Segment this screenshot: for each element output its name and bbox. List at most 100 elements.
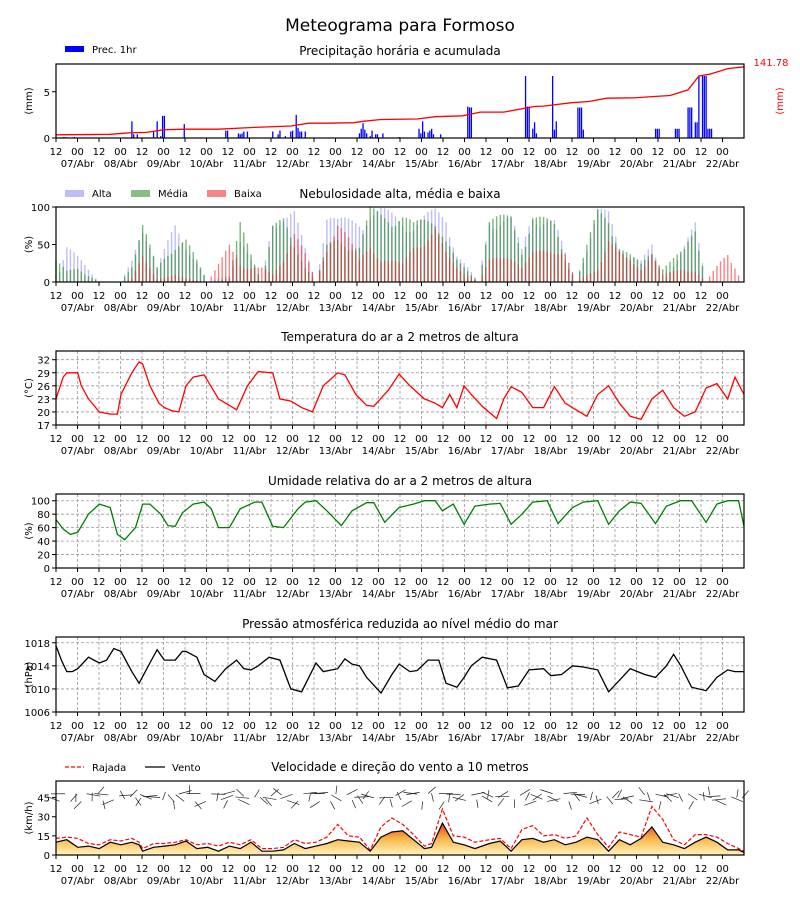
x-tick-label-date: 13/Abr (319, 733, 353, 744)
wind-direction-arrow (663, 793, 678, 796)
wind-direction-arrow (346, 789, 358, 796)
wind-direction-arrow (606, 796, 614, 805)
x-tick-label-hour: 00 (716, 864, 729, 875)
chart-title: Precipitação horária e acumulada (299, 44, 501, 58)
x-tick-label-hour: 00 (716, 721, 729, 732)
precip-bar (709, 128, 711, 138)
wind-direction-arrow (173, 800, 176, 810)
precip-bar (468, 107, 471, 138)
x-tick-label-hour: 00 (114, 434, 127, 445)
cloud-bar-baixa (636, 267, 639, 282)
cloud-bar-baixa (365, 251, 368, 282)
cloud-bar-baixa (571, 272, 574, 282)
wind-direction-arrow (303, 791, 318, 795)
cloud-bar-baixa (232, 251, 234, 282)
cloud-bar-média (76, 268, 79, 282)
cloud-bar-baixa (340, 228, 343, 282)
cloud-bar-média (163, 258, 166, 282)
x-tick-label-hour: 12 (394, 291, 407, 302)
cloud-bar-média (250, 254, 252, 282)
x-tick-label-date: 19/Abr (577, 159, 611, 170)
x-tick-label-hour: 00 (630, 147, 643, 158)
precip-bar (431, 128, 433, 138)
precip-bar (656, 128, 659, 138)
x-tick-label-date: 12/Abr (276, 589, 310, 600)
precip-bar (297, 127, 299, 138)
cloud-bar-baixa (495, 257, 498, 282)
x-tick-label-date: 14/Abr (362, 159, 396, 170)
accum-precip-line (55, 66, 745, 136)
x-tick-label-date: 17/Abr (491, 589, 525, 600)
cloud-bar-média (676, 254, 678, 282)
cloud-bar-baixa (127, 279, 129, 282)
cloud-bar-média (196, 259, 198, 282)
cloud-bar-média (170, 253, 173, 282)
precip-bar (239, 134, 241, 138)
x-tick-label-hour: 00 (458, 577, 471, 588)
precip-bar (658, 128, 660, 138)
cloud-bar-baixa (347, 237, 350, 282)
wind-direction-arrow (589, 798, 602, 804)
wind-direction-arrow (595, 795, 599, 804)
wind-direction-arrow (395, 789, 406, 796)
cloud-bar-baixa (268, 272, 270, 282)
cloud-bar-baixa (589, 273, 592, 282)
x-tick-label-date: 16/Abr (448, 876, 482, 887)
precip-bar (364, 129, 366, 138)
x-tick-label-hour: 00 (501, 147, 514, 158)
cloud-bar-média (152, 255, 155, 282)
x-tick-label-hour: 00 (587, 721, 600, 732)
x-tick-label-hour: 00 (673, 864, 686, 875)
cloud-bar-baixa (647, 260, 649, 282)
cloud-bar-baixa (582, 277, 584, 282)
x-tick-label-hour: 12 (50, 291, 63, 302)
wind-direction-arrow (638, 787, 645, 796)
wind-direction-arrow (481, 795, 493, 803)
x-tick-label-hour: 00 (329, 147, 342, 158)
x-tick-label-hour: 12 (566, 147, 579, 158)
meteogram-title: Meteograma para Formoso (285, 16, 515, 36)
wind-direction-arrow (259, 796, 268, 805)
cloud-bar-baixa (510, 259, 512, 282)
cloud-bar-baixa (337, 225, 339, 282)
y-tick-label: 0 (44, 851, 50, 862)
x-tick-label-hour: 00 (501, 434, 514, 445)
precip-bar (277, 134, 279, 138)
precip-bar (362, 123, 364, 138)
cloud-bar-baixa (662, 274, 664, 282)
cloud-bar-média (58, 263, 61, 282)
cloud-bar-média (156, 267, 158, 282)
x-tick-label-hour: 00 (673, 147, 686, 158)
x-tick-label-hour: 00 (673, 291, 686, 302)
x-tick-label-date: 18/Abr (534, 876, 568, 887)
x-tick-label-date: 16/Abr (448, 446, 482, 457)
chart-title: Temperatura do ar a 2 metros de altura (280, 330, 519, 344)
precip-bar (163, 115, 166, 138)
x-tick-label-hour: 00 (415, 864, 428, 875)
cloud-bar-baixa (427, 240, 429, 282)
chart-title: Nebulosidade alta, média e baixa (299, 187, 500, 201)
x-tick-label-hour: 12 (351, 577, 364, 588)
wind-direction-arrow (102, 799, 114, 805)
x-tick-label-hour: 00 (114, 291, 127, 302)
cloud-bar-baixa (423, 245, 426, 282)
x-tick-label-hour: 12 (523, 291, 536, 302)
precip-bar (225, 130, 227, 138)
cloud-bar-baixa (593, 271, 595, 282)
cloud-bar-alta (87, 269, 90, 282)
legend-label: Alta (92, 189, 112, 200)
cloud-bar-média (73, 269, 75, 282)
cloud-bar-baixa (160, 278, 162, 282)
x-tick-label-hour: 12 (222, 864, 235, 875)
cloud-bar-baixa (658, 267, 660, 282)
x-tick-label-date: 16/Abr (448, 303, 482, 314)
x-tick-label-hour: 12 (480, 577, 493, 588)
x-tick-label-date: 09/Abr (147, 733, 181, 744)
x-tick-label-date: 22/Abr (706, 303, 740, 314)
x-tick-label-hour: 12 (136, 147, 149, 158)
x-tick-label-hour: 00 (157, 577, 170, 588)
cloud-bar-média (127, 272, 129, 282)
x-tick-label-date: 16/Abr (448, 733, 482, 744)
x-tick-label-hour: 00 (587, 864, 600, 875)
x-tick-label-hour: 12 (523, 147, 536, 158)
